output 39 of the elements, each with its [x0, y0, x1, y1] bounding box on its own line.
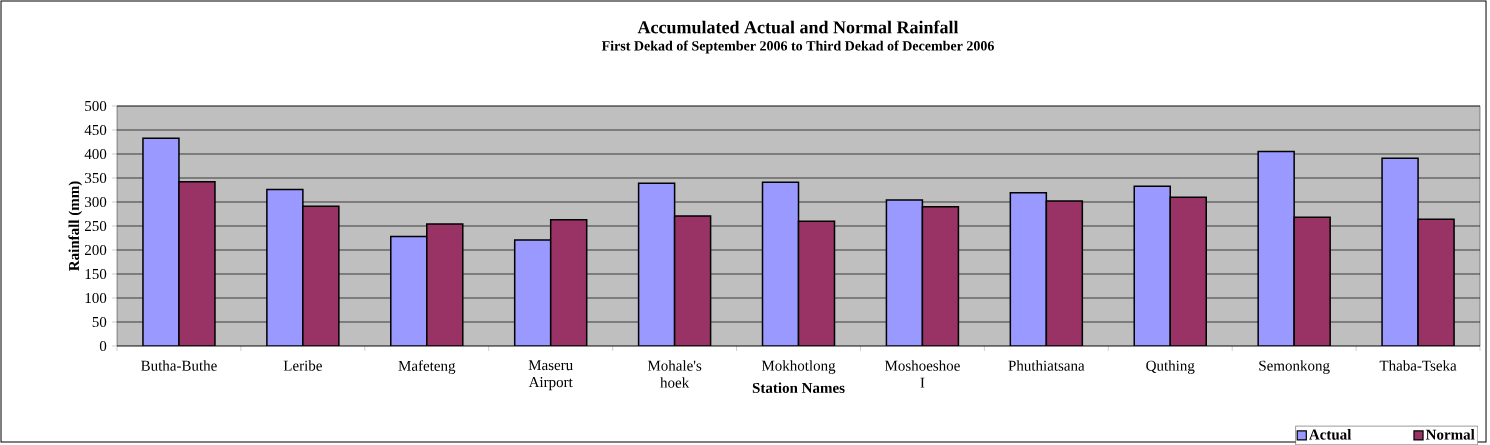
y-tick-label: 50: [92, 316, 107, 328]
x-tick-label: Quthing: [1146, 360, 1195, 374]
x-tick-label: Semonkong: [1259, 360, 1330, 374]
y-tick-label: 400: [84, 148, 107, 160]
chart-subtitle: First Dekad of September 2006 to Third Dekad of December 2006: [601, 40, 994, 54]
bar: [266, 188, 304, 347]
bar: [637, 182, 676, 347]
legend-label: Normal: [1425, 429, 1475, 440]
chart-title: Accumulated Actual and Normal Rainfall: [637, 20, 959, 34]
bar: [1257, 150, 1295, 347]
bar: [513, 239, 552, 347]
y-tick-label: 350: [85, 172, 107, 184]
x-tick-label: Leribe: [283, 360, 322, 371]
y-tick-label: 0: [99, 340, 107, 352]
x-tick-label: Thaba-Tseka: [1379, 360, 1457, 371]
bar: [761, 181, 800, 347]
x-tick-label: Butha-Buthe: [141, 360, 217, 371]
y-tick-label: 250: [84, 220, 107, 232]
legend-label: Actual: [1309, 429, 1352, 440]
bar: [142, 137, 180, 347]
x-tick-label: Mafeteng: [398, 360, 456, 374]
y-axis-title: Rainfall (mm): [68, 181, 83, 271]
x-tick-label: Mokhotlong: [761, 360, 836, 374]
bar: [885, 199, 924, 347]
bar: [390, 235, 428, 347]
y-tick-label: 300: [85, 196, 107, 208]
bar: [1381, 157, 1419, 347]
x-axis-title: Station Names: [752, 382, 845, 393]
y-tick-label: 100: [85, 292, 107, 304]
x-tick-label: Mohale's hoek: [647, 360, 702, 388]
x-tick-label: Maseru Airport: [528, 360, 573, 391]
y-tick-label: 150: [85, 268, 107, 280]
y-tick-label: 200: [84, 244, 107, 256]
bar: [1009, 192, 1048, 347]
x-tick-label: Moshoeshoe I: [884, 360, 960, 388]
y-tick-label: 500: [85, 100, 107, 112]
bar: [1133, 185, 1171, 347]
y-tick-label: 450: [84, 124, 107, 136]
x-tick-label: Phuthiatsana: [1008, 360, 1085, 371]
